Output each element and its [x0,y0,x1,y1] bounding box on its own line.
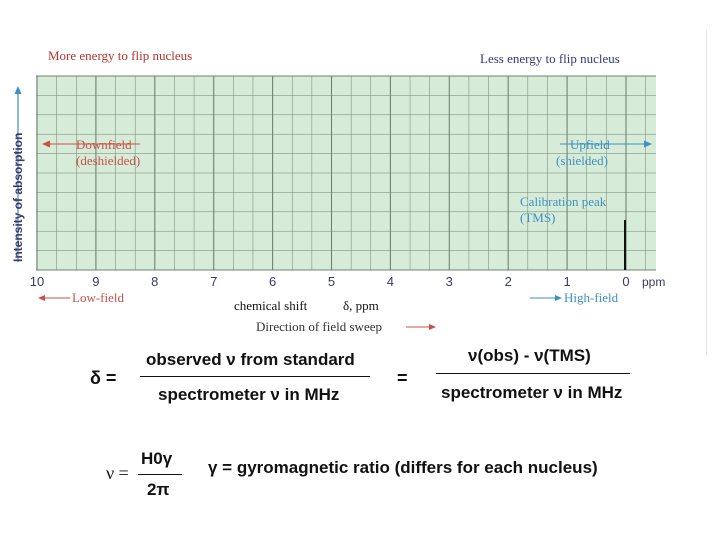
formula2-denominator: 2π [147,480,170,499]
x-tick-labels: 10 9 8 7 6 5 4 3 2 1 0 [30,274,630,289]
formula1-fraction-bar [140,376,370,377]
tms-label: (TMS) [520,210,555,225]
formula1-numerator: observed ν from standard [146,350,355,369]
upfield-label: Upfield [570,137,610,152]
x-tick-label: 9 [92,274,99,289]
chart-grid [36,75,656,271]
formula2-fraction-bar [138,474,182,475]
formula1-denominator-2: spectrometer ν in MHz [441,383,623,402]
field-sweep-arrowhead [429,324,436,330]
field-sweep-label: Direction of field sweep [256,319,382,334]
slide-edge [706,30,707,355]
x-tick-label: 1 [563,274,570,289]
low-field-label: Low-field [72,290,124,305]
x-tick-label: 0 [622,274,629,289]
delta-ppm-label: δ, ppm [343,298,379,313]
y-axis-label: Intensity of absorption [11,133,25,262]
x-tick-label: 5 [328,274,335,289]
x-tick-label: 2 [505,274,512,289]
nmr-chart: Intensity of absorption 10 9 8 7 6 5 4 3 2 1 0 ppm… [11,75,665,334]
nu-equals: ν = [106,463,129,483]
formula2-numerator: H0γ [141,449,173,468]
x-tick-label: 4 [387,274,394,289]
upfield-arrowhead [644,140,652,148]
chemical-shift-label: chemical shift [234,298,308,313]
x-tick-label: 10 [30,274,44,289]
x-tick-label: 7 [210,274,217,289]
high-field-arrowhead [555,295,562,301]
x-tick-label: 3 [446,274,453,289]
downfield-label: Downfield [76,137,132,152]
x-tick-label: 6 [269,274,276,289]
deshielded-label: (deshielded) [76,153,140,168]
gyromagnetic-ratio-note: γ = gyromagnetic ratio (differs for each… [208,458,598,477]
formula1-denominator: spectrometer ν in MHz [158,385,340,404]
formula1-numerator-2: ν(obs) - ν(TMS) [468,346,591,365]
downfield-arrowhead [42,140,50,148]
calibration-peak-label: Calibration peak [520,194,607,209]
formula1-equals: = [397,368,408,388]
less-energy-label: Less energy to flip nucleus [480,51,620,66]
delta-equals: δ = [90,368,117,388]
low-field-arrowhead [38,295,45,301]
formula1-fraction-bar-2 [436,373,630,374]
x-axis-unit: ppm [642,275,665,289]
y-axis-arrowhead [14,86,22,94]
x-tick-label: 8 [151,274,158,289]
shielded-label: (shielded) [556,153,608,168]
more-energy-label: More energy to flip nucleus [48,48,193,63]
high-field-label: High-field [564,290,619,305]
